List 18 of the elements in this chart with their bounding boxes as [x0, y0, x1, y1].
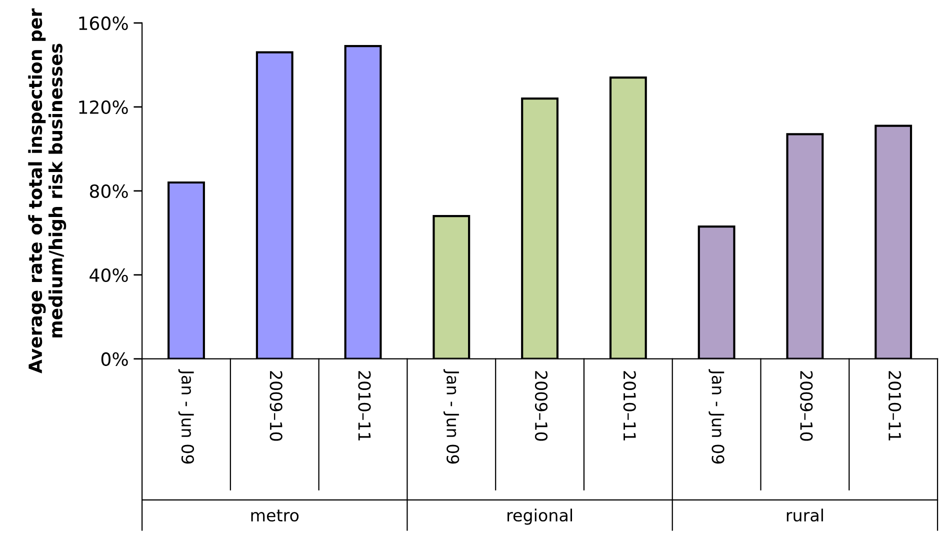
text: rural [786, 508, 823, 522]
x-tick-label: 2009–10 [270, 371, 282, 441]
x-tick-label: 2010–11 [888, 371, 902, 440]
y-tick-label: 80% [90, 184, 128, 198]
x-tick-label: Jan - Jun 09 [443, 369, 460, 464]
x-tick-label: 2009–10 [800, 371, 813, 441]
text: metro [251, 510, 299, 522]
x-tick-label: 2009–10 [534, 371, 548, 441]
x-tick-label: 2010–11 [358, 371, 371, 440]
x-tick-label: Jan - Jun 09 [708, 369, 724, 464]
y-tick-label: 40% [90, 268, 128, 282]
text: regional [508, 508, 572, 525]
y-tick-label: 0% [101, 352, 128, 366]
y-tick-label: 120% [79, 100, 128, 114]
x-tick-label: Jan - Jun 09 [178, 369, 194, 464]
x-tick-label: 2010–11 [623, 371, 636, 440]
y-axis-title: Average rate of total inspection per medium/high risk businesses [28, 8, 66, 374]
y-tick-label: 160% [79, 16, 128, 30]
